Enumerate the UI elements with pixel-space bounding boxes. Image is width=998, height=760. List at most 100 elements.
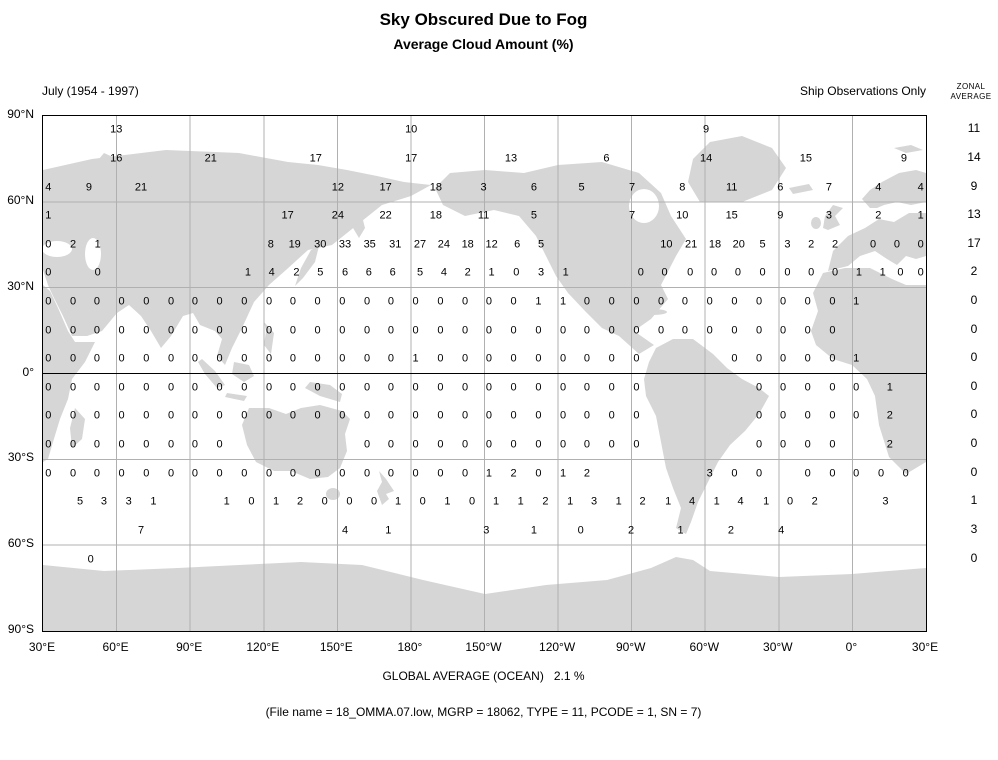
- grid-value: 13: [110, 123, 123, 136]
- grid-value: 0: [734, 266, 741, 279]
- grid-value: 0: [248, 495, 255, 508]
- lat-tick-label: 60°N: [7, 192, 34, 207]
- grid-value: 0: [364, 467, 371, 480]
- grid-value: 6: [341, 266, 349, 279]
- zonal-average-header: ZONAL AVERAGE: [944, 82, 998, 102]
- grid-value: 0: [829, 381, 836, 394]
- file-info-label: (File name = 18_OMMA.07.low, MGRP = 1806…: [265, 705, 702, 719]
- grid-value: 0: [93, 467, 100, 480]
- lat-tick-label: 0°: [22, 364, 34, 379]
- grid-value: 0: [437, 324, 444, 337]
- grid-value: 6: [603, 152, 610, 165]
- grid-value: 16: [110, 152, 123, 165]
- grid-value: 0: [608, 295, 615, 308]
- grid-value: 17: [405, 152, 418, 165]
- grid-value: 0: [897, 266, 904, 279]
- landmass-new-zealand: [377, 471, 394, 505]
- grid-value: 0: [633, 324, 640, 337]
- grid-value: 0: [510, 324, 517, 337]
- grid-value: 0: [804, 467, 811, 480]
- grid-value: 0: [462, 438, 469, 451]
- grid-value: 0: [756, 324, 763, 337]
- grid-value: 0: [577, 524, 584, 537]
- grid-value: 4: [45, 181, 52, 193]
- grid-value: 0: [658, 295, 665, 308]
- zonal-average-value: 1: [970, 493, 978, 508]
- grid-value: 0: [469, 495, 476, 508]
- grid-value: 6: [389, 266, 396, 279]
- lat-tick-label: 30°N: [7, 278, 34, 293]
- grid-value: 0: [608, 438, 615, 451]
- grid-value: 0: [608, 381, 615, 394]
- grid-value: 0: [462, 467, 469, 480]
- grid-value: 0: [387, 324, 394, 337]
- grid-value: 0: [804, 381, 811, 394]
- grid-value: 0: [412, 409, 419, 422]
- grid-value: 1: [444, 495, 451, 508]
- grid-value: 0: [118, 381, 125, 394]
- grid-value: 0: [216, 467, 223, 480]
- grid-value: 3: [706, 467, 713, 480]
- grid-value: 0: [118, 438, 125, 451]
- grid-value: 0: [786, 495, 794, 508]
- grid-value: 0: [779, 295, 787, 308]
- grid-value: 0: [412, 295, 419, 308]
- grid-value: 0: [681, 324, 688, 337]
- grid-value: 0: [265, 324, 273, 337]
- landmass-cuba: [639, 309, 667, 315]
- grid-value: 0: [93, 438, 100, 451]
- grid-value: 0: [364, 381, 371, 394]
- grid-value: 0: [339, 324, 346, 337]
- grid-value: 0: [387, 295, 394, 308]
- grid-value: 1: [853, 352, 860, 365]
- grid-value: 2: [886, 438, 893, 451]
- grid-value: 2: [875, 209, 882, 222]
- grid-value: 0: [829, 409, 836, 422]
- grid-value: 0: [485, 352, 492, 365]
- grid-value: 0: [69, 381, 77, 394]
- grid-value: 3: [125, 495, 132, 508]
- grid-value: 0: [535, 438, 542, 451]
- grid-value: 0: [853, 467, 860, 480]
- grid-value: 0: [314, 295, 321, 308]
- grid-value: 2: [583, 467, 590, 480]
- grid-value: 0: [241, 467, 248, 480]
- grid-value: 0: [779, 352, 787, 365]
- grid-value: 0: [583, 381, 590, 394]
- grid-value: 4: [875, 181, 882, 193]
- grid-value: 0: [779, 409, 787, 422]
- grid-value: 18: [429, 209, 443, 222]
- grid-value: 1: [677, 524, 684, 537]
- grid-value: 0: [216, 295, 223, 308]
- grid-value: 2: [727, 524, 734, 537]
- grid-value: 5: [317, 266, 324, 279]
- grid-value: 12: [331, 181, 345, 193]
- grid-value: 6: [530, 181, 537, 193]
- grid-value: 0: [191, 324, 198, 337]
- zonal-header-line2: AVERAGE: [950, 92, 992, 101]
- grid-value: 0: [583, 295, 590, 308]
- grid-value: 1: [530, 524, 537, 537]
- grid-value: 33: [338, 238, 352, 251]
- grid-value: 0: [314, 381, 321, 394]
- grid-value: 1: [492, 495, 500, 508]
- hudson-bay: [629, 189, 659, 223]
- landmass-africa-west: [811, 268, 926, 474]
- grid-value: 0: [485, 324, 492, 337]
- grid-value: 0: [535, 324, 542, 337]
- grid-value: 0: [93, 409, 100, 422]
- zonal-average-value: 0: [970, 350, 978, 365]
- grid-value: 0: [853, 409, 860, 422]
- grid-value: 0: [412, 324, 419, 337]
- grid-value: 10: [405, 123, 418, 136]
- grid-value: 0: [289, 409, 296, 422]
- grid-value: 2: [293, 266, 300, 279]
- grid-value: 0: [143, 409, 150, 422]
- lon-axis: 30°E 60°E 90°E 120°E 150°E 180° 150°W 120°W 90°W…: [29, 640, 938, 656]
- grid-value: 3: [825, 209, 832, 222]
- lon-tick-label: 150°E: [319, 640, 353, 654]
- grid-value: 0: [412, 467, 419, 480]
- grid-value: 2: [808, 238, 815, 251]
- grid-value: 0: [191, 409, 198, 422]
